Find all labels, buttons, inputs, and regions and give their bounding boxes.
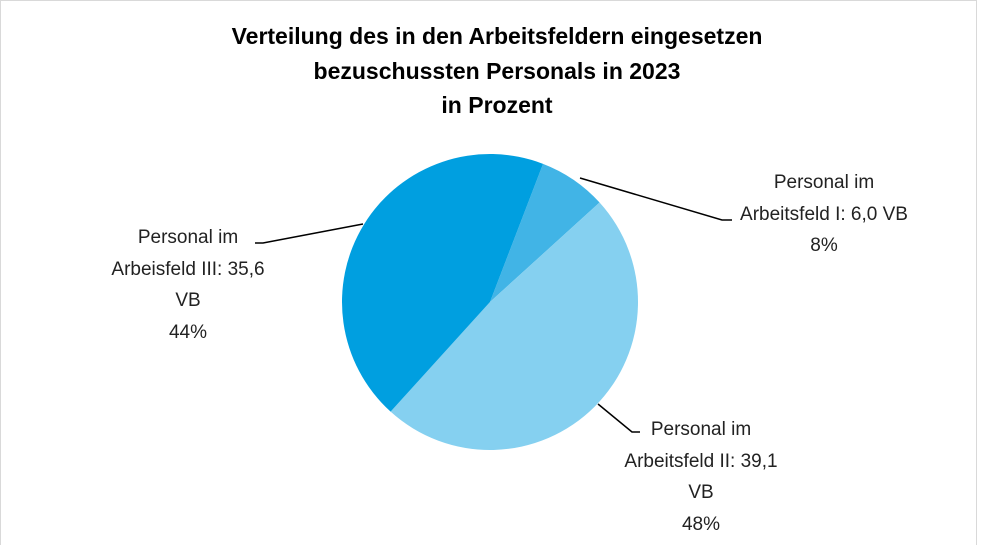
pie-slice	[342, 153, 544, 412]
value-label: 39,1 VB	[688, 450, 778, 504]
data-label: Personal im Arbeitsfeld II: 39,1 VB 48%	[615, 414, 787, 540]
value-label: 6,0 VB	[850, 203, 908, 225]
category-label: Personal im Arbeitsfeld II:	[624, 419, 752, 472]
category-label: Personal im Arbeisfeld III:	[111, 227, 239, 280]
chart-title: bezuschussten Personals in 2023	[314, 58, 681, 84]
percentage-label: 48%	[681, 513, 721, 535]
percentage-label: 44%	[168, 321, 208, 343]
percentage-label: 8%	[810, 235, 838, 256]
chart-title: in Prozent	[441, 92, 553, 118]
leader-line	[597, 403, 640, 433]
data-label: Personal im Arbeisfeld III: 35,6 VB 44%	[108, 222, 268, 348]
data-label: Personal im Arbeitsfeld I: 6,0 VB 8%	[738, 167, 910, 262]
pie-slice	[490, 163, 600, 302]
chart-title: Verteilung des in den Arbeitsfeldern ein…	[232, 23, 763, 49]
leader-line	[255, 223, 364, 244]
category-label: Personal im Arbeitsfeld I:	[740, 172, 875, 225]
value-label: 35,6 VB	[175, 258, 265, 312]
pie-slice	[390, 202, 638, 450]
pie	[342, 153, 638, 450]
leader-line	[579, 177, 732, 221]
